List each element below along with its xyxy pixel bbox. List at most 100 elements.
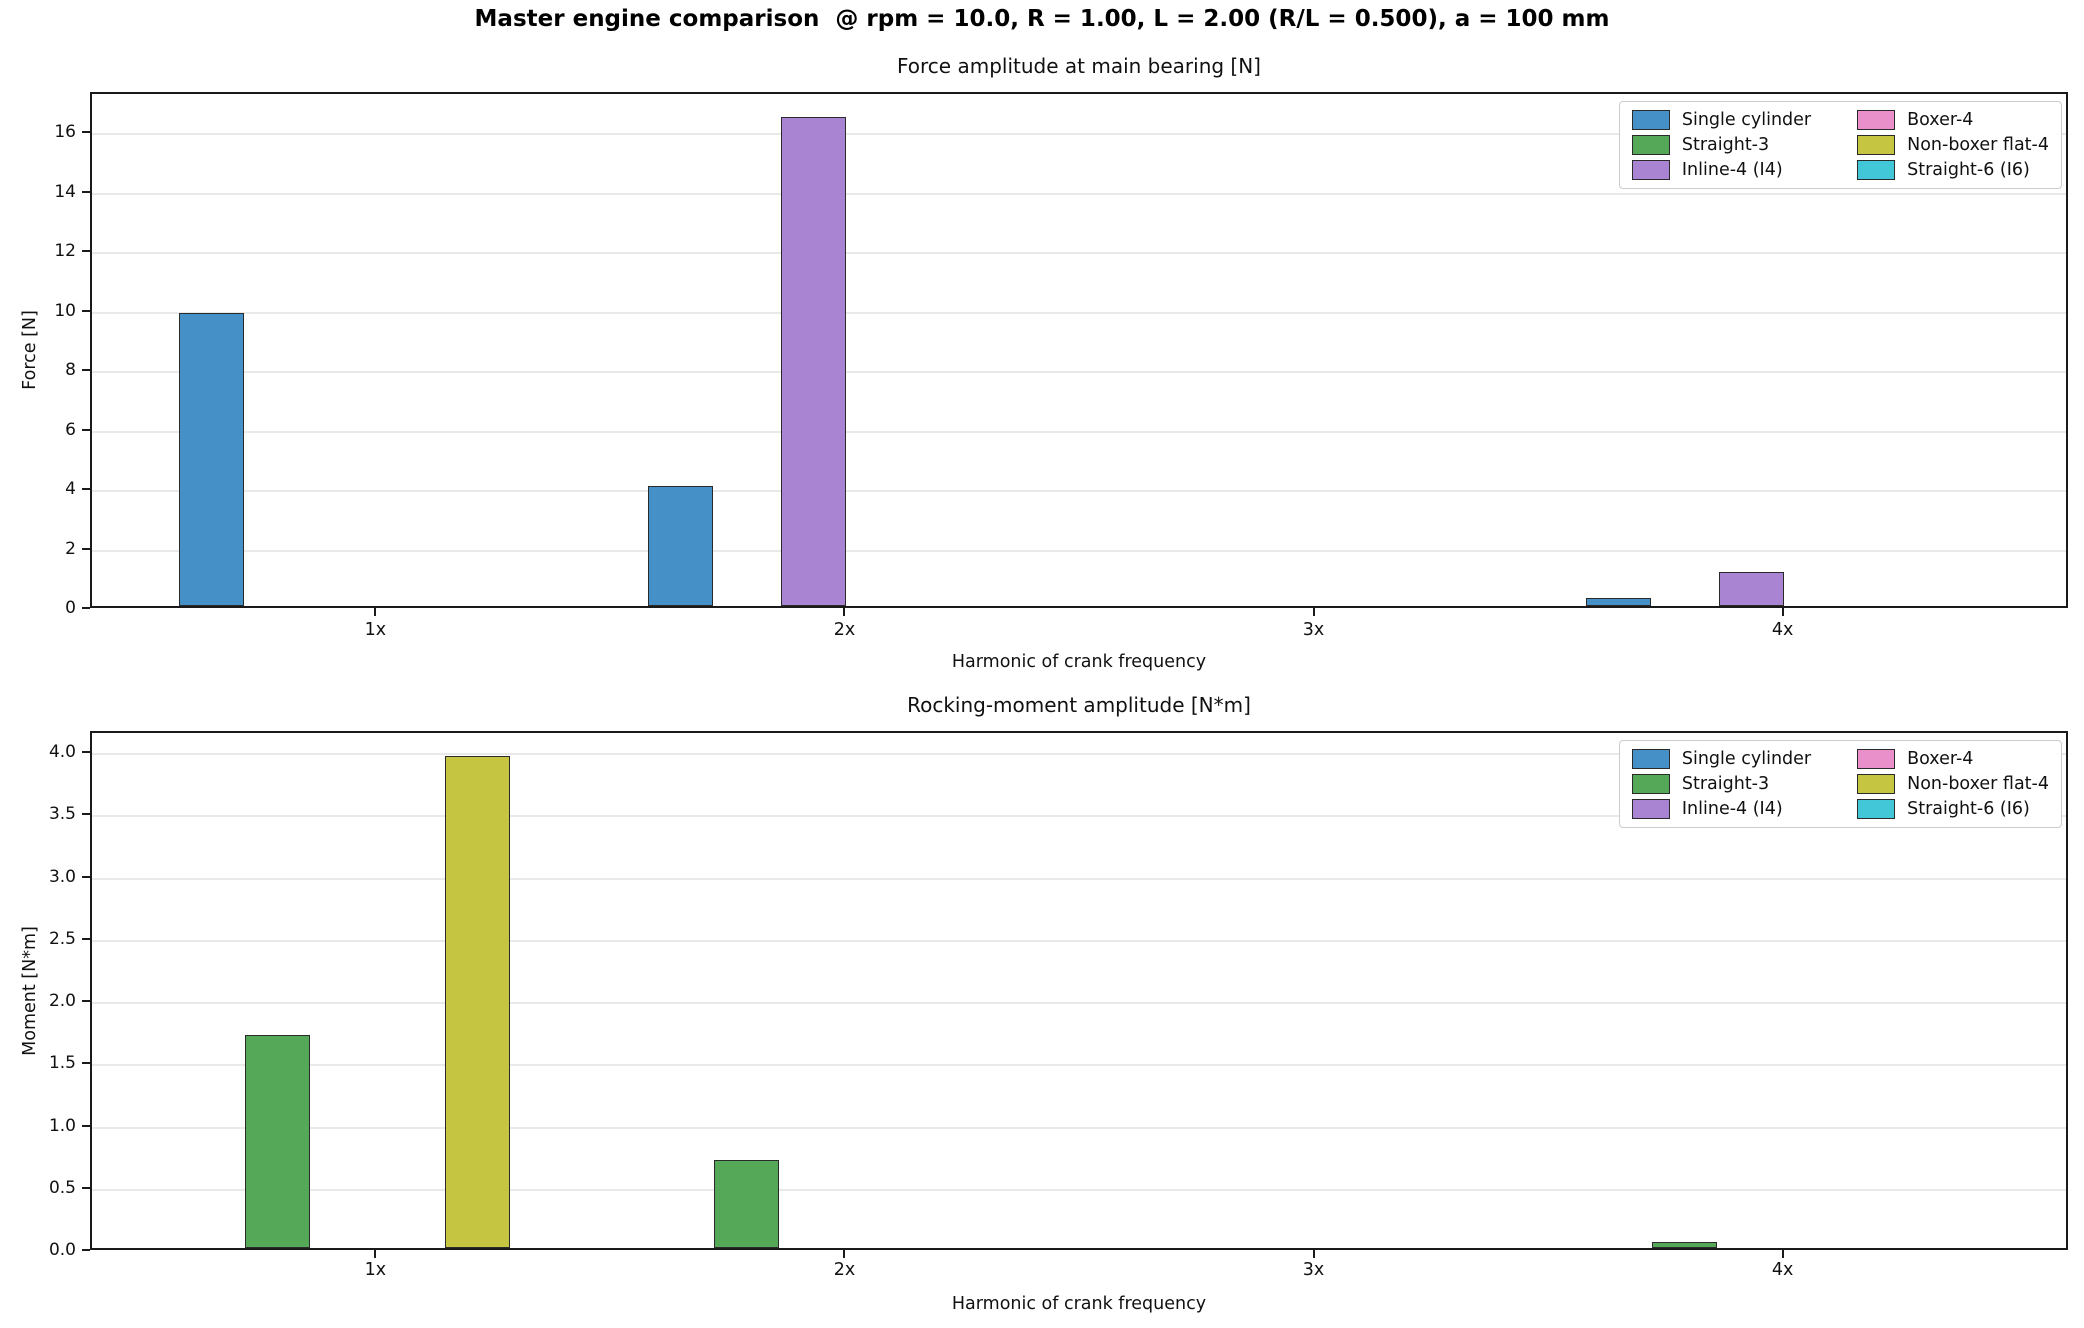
x-tick-label: 2x: [833, 1260, 856, 1280]
bar-single-cylinder-2x: [647, 485, 713, 606]
chart-title: Force amplitude at main bearing [N]: [896, 54, 1261, 78]
legend-swatch-single-cylinder: [1631, 749, 1670, 769]
y-tick-mark: [82, 131, 90, 134]
y-tick-mark: [82, 488, 90, 491]
legend-item-straight-6-i6: Straight-6 (I6): [1857, 160, 2049, 180]
gridline: [92, 490, 2066, 493]
y-tick-mark: [82, 751, 90, 754]
y-tick-label: 1.0: [48, 1115, 76, 1136]
legend-item-boxer-4: Boxer-4: [1857, 749, 2049, 769]
legend: Single cylinder Straight-3 Inline-4 (I4) Bo…: [1618, 740, 2062, 828]
legend-label: Inline-4 (I4): [1681, 799, 1783, 819]
legend-swatch-straight-6-i6: [1857, 799, 1896, 819]
gridline: [92, 549, 2066, 552]
x-tick-label: 1x: [364, 1260, 387, 1280]
y-tick-mark: [82, 369, 90, 372]
x-tick-mark: [374, 1250, 377, 1258]
y-tick-mark: [82, 875, 90, 878]
legend-label: Straight-6 (I6): [1907, 799, 2030, 819]
legend: Single cylinder Straight-3 Inline-4 (I4) Bo…: [1618, 101, 2062, 189]
legend-item-non-boxer-flat-4: Non-boxer flat-4: [1857, 135, 2049, 155]
y-tick-mark: [82, 547, 90, 550]
y-tick-mark: [82, 1062, 90, 1065]
legend-swatch-inline-4-i4: [1631, 160, 1670, 180]
x-tick-label: 2x: [833, 620, 856, 640]
legend-swatch-straight-3: [1631, 774, 1670, 794]
legend-swatch-non-boxer-flat-4: [1857, 135, 1896, 155]
legend-item-straight-3: Straight-3: [1631, 774, 1811, 794]
y-tick-mark: [82, 607, 90, 609]
gridline: [92, 1188, 2066, 1191]
legend-item-boxer-4: Boxer-4: [1857, 110, 2049, 130]
legend-swatch-straight-6-i6: [1857, 160, 1896, 180]
x-tick-mark: [1312, 608, 1315, 616]
x-tick-mark: [1781, 608, 1784, 616]
legend-swatch-boxer-4: [1857, 749, 1896, 769]
legend-label: Boxer-4: [1907, 749, 1974, 769]
y-tick-mark: [82, 937, 90, 940]
chart-title: Rocking-moment amplitude [N*m]: [907, 693, 1251, 717]
bar-single-cylinder-4x: [1585, 597, 1651, 606]
legend-item-inline-4-i4: Inline-4 (I4): [1631, 160, 1811, 180]
legend-swatch-inline-4-i4: [1631, 799, 1670, 819]
y-tick-label: 4: [65, 479, 76, 500]
legend-swatch-non-boxer-flat-4: [1857, 774, 1896, 794]
legend-item-straight-3: Straight-3: [1631, 135, 1811, 155]
y-tick-mark: [82, 250, 90, 253]
gridline: [92, 877, 2066, 880]
gridline: [92, 252, 2066, 255]
bar-inline-4-i4-2x: [780, 117, 846, 606]
legend-label: Single cylinder: [1681, 749, 1812, 769]
bar-straight-3-1x: [245, 1035, 311, 1248]
legend-swatch-single-cylinder: [1631, 110, 1670, 130]
y-tick-label: 0.5: [48, 1177, 76, 1198]
gridline: [92, 192, 2066, 195]
y-tick-label: 4.0: [48, 742, 76, 763]
y-tick-label: 2: [65, 538, 76, 559]
bar-straight-3-2x: [714, 1159, 780, 1248]
x-tick-mark: [374, 608, 377, 616]
gridline: [92, 815, 2066, 818]
x-tick-mark: [843, 1250, 846, 1258]
x-tick-label: 1x: [364, 620, 387, 640]
x-tick-mark: [843, 608, 846, 616]
gridline: [92, 1126, 2066, 1129]
legend-item-single-cylinder: Single cylinder: [1631, 749, 1812, 769]
y-tick-label: 2.5: [48, 928, 76, 949]
y-tick-label: 3.5: [48, 804, 76, 825]
legend-swatch-boxer-4: [1857, 110, 1896, 130]
y-tick-label: 0.0: [48, 1240, 76, 1260]
x-axis-label: Harmonic of crank frequency: [951, 652, 1207, 672]
gridline: [92, 753, 2066, 756]
y-tick-mark: [82, 428, 90, 431]
legend-item-non-boxer-flat-4: Non-boxer flat-4: [1857, 774, 2049, 794]
y-tick-mark: [82, 309, 90, 312]
x-tick-label: 3x: [1302, 1260, 1325, 1280]
y-tick-mark: [82, 1124, 90, 1127]
y-tick-label: 3.0: [48, 866, 76, 887]
gridline: [92, 939, 2066, 942]
y-tick-mark: [82, 813, 90, 816]
gridline: [92, 311, 2066, 314]
legend-swatch-straight-3: [1631, 135, 1670, 155]
legend-item-straight-6-i6: Straight-6 (I6): [1857, 799, 2049, 819]
x-axis-label: Harmonic of crank frequency: [951, 1294, 1207, 1314]
x-tick-mark: [1781, 1250, 1784, 1258]
y-tick-label: 10: [54, 300, 76, 321]
gridline: [92, 133, 2066, 136]
gridline: [92, 1002, 2066, 1005]
y-tick-label: 0: [65, 598, 76, 618]
legend-label: Inline-4 (I4): [1681, 160, 1783, 180]
legend-label: Non-boxer flat-4: [1907, 774, 2049, 794]
gridline: [92, 1064, 2066, 1067]
x-tick-label: 3x: [1302, 620, 1325, 640]
bar-straight-3-4x: [1652, 1241, 1718, 1248]
y-tick-label: 16: [54, 122, 76, 143]
bar-non-boxer-flat-4-1x: [444, 756, 510, 1248]
bar-single-cylinder-1x: [178, 313, 244, 606]
bar-inline-4-i4-4x: [1718, 571, 1784, 606]
gridline: [92, 430, 2066, 433]
x-tick-mark: [1312, 1250, 1315, 1258]
y-tick-mark: [82, 1186, 90, 1189]
